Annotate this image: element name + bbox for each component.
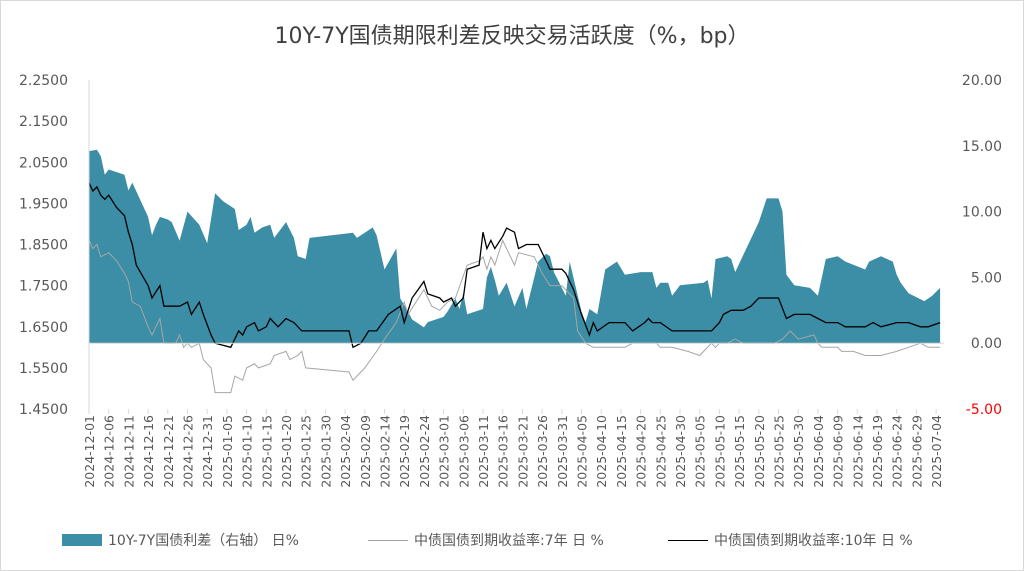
x-tick-label: 2025-02-19: [397, 415, 412, 488]
y-left-tick-label: 2.2500: [19, 73, 68, 89]
y-left-tick-label: 1.4500: [19, 402, 68, 418]
y-left-tick-label: 1.8500: [19, 238, 68, 254]
x-tick-label: 2025-04-15: [614, 415, 629, 488]
x-tick-label: 2025-05-05: [693, 415, 708, 488]
x-tick-label: 2025-02-04: [338, 415, 353, 488]
x-tick-label: 2025-05-25: [772, 415, 787, 488]
x-tick-label: 2025-03-06: [456, 415, 471, 488]
x-tick-label: 2025-01-25: [299, 415, 314, 488]
chart-title: 10Y-7Y国债期限利差反映交易活跃度（%，bp）: [274, 24, 750, 49]
x-tick-label: 2025-04-30: [673, 415, 688, 488]
x-tick-label: 2025-04-10: [594, 415, 609, 488]
x-tick-label: 2025-01-15: [259, 415, 274, 488]
axis-layer: 2.2500 2.1500 2.0500 1.9500 1.8500 1.7500 1.65…: [19, 73, 1002, 488]
x-tick-label: 2025-06-19: [870, 415, 885, 488]
x-tick-label: 2024-12-01: [82, 415, 97, 488]
x-tick-label: 2025-06-04: [811, 415, 826, 488]
x-tick-label: 2025-01-05: [220, 415, 235, 488]
legend-label-spread: 10Y-7Y国债利差（右轴） 日%: [108, 533, 299, 549]
x-tick-label: 2024-12-06: [102, 415, 117, 488]
x-tick-label: 2025-04-25: [653, 415, 668, 488]
x-tick-label: 2025-02-24: [417, 415, 432, 488]
x-tick-label: 2025-06-29: [909, 415, 924, 488]
y-left-tick-label: 1.5500: [19, 361, 68, 377]
x-tick-label: 2025-06-09: [831, 415, 846, 488]
legend-swatch-7y: [368, 539, 408, 541]
y-right-tick-label: 0.00: [971, 336, 1002, 352]
x-tick-label: 2025-06-24: [890, 415, 905, 488]
y-left-tick-label: 1.9500: [19, 196, 68, 212]
y-right-tick-label: 5.00: [971, 270, 1002, 286]
x-tick-label: 2025-04-20: [634, 415, 649, 488]
legend-item-7y: 中债国债到期收益率:7年 日 %: [368, 530, 604, 550]
legend: 10Y-7Y国债利差（右轴） 日% 中债国债到期收益率:7年 日 % 中债国债到…: [62, 530, 1002, 554]
x-tick-label: 2025-04-05: [575, 415, 590, 488]
x-tick-label: 2025-02-09: [358, 415, 373, 488]
y-left-tick-label: 1.7500: [19, 279, 68, 295]
x-tick-label: 2025-02-14: [378, 415, 393, 488]
y-left-tick-label: 1.6500: [19, 320, 68, 336]
legend-label-10y: 中债国债到期收益率:10年 日 %: [714, 533, 913, 549]
x-tick-label: 2024-12-26: [181, 415, 196, 488]
x-tick-label: 2025-03-26: [535, 415, 550, 488]
x-tick-label: 2025-06-14: [850, 415, 865, 488]
y-right-tick-label: -5.00: [966, 402, 1002, 418]
legend-swatch-10y: [668, 539, 708, 541]
x-tick-label: 2024-12-21: [161, 415, 176, 488]
x-tick-label: 2024-12-16: [141, 415, 156, 488]
x-tick-label: 2025-01-20: [279, 415, 294, 488]
x-tick-label: 2025-05-10: [712, 415, 727, 488]
x-tick-label: 2025-01-30: [318, 415, 333, 488]
x-tick-label: 2025-03-16: [496, 415, 511, 488]
y-right-tick-label: 20.00: [962, 73, 1002, 89]
legend-item-spread: 10Y-7Y国债利差（右轴） 日%: [62, 530, 299, 550]
legend-label-7y: 中债国债到期收益率:7年 日 %: [414, 533, 604, 549]
x-tick-label: 2025-05-15: [732, 415, 747, 488]
x-tick-label: 2024-12-31: [200, 415, 215, 488]
y-right-tick-label: 10.00: [962, 205, 1002, 221]
y-right-tick-label: 15.00: [962, 139, 1002, 155]
x-tick-label: 2025-05-20: [752, 415, 767, 488]
y-left-tick-label: 2.0500: [19, 155, 68, 171]
y-left-tick-label: 2.1500: [19, 114, 68, 130]
legend-item-10y: 中债国债到期收益率:10年 日 %: [668, 530, 913, 550]
x-tick-label: 2025-03-31: [555, 415, 570, 488]
x-tick-label: 2025-03-11: [476, 415, 491, 488]
area-layer: [89, 149, 941, 344]
x-tick-label: 2025-05-30: [791, 415, 806, 488]
series-area-spread: [89, 149, 941, 344]
x-tick-label: 2025-03-21: [515, 415, 530, 488]
x-tick-label: 2024-12-11: [121, 415, 136, 488]
x-tick-label: 2025-01-10: [240, 415, 255, 488]
x-tick-label: 2025-07-04: [929, 415, 944, 488]
legend-swatch-spread: [62, 534, 102, 546]
x-tick-label: 2025-03-01: [437, 415, 452, 488]
series-line-10y: [88, 182, 941, 349]
